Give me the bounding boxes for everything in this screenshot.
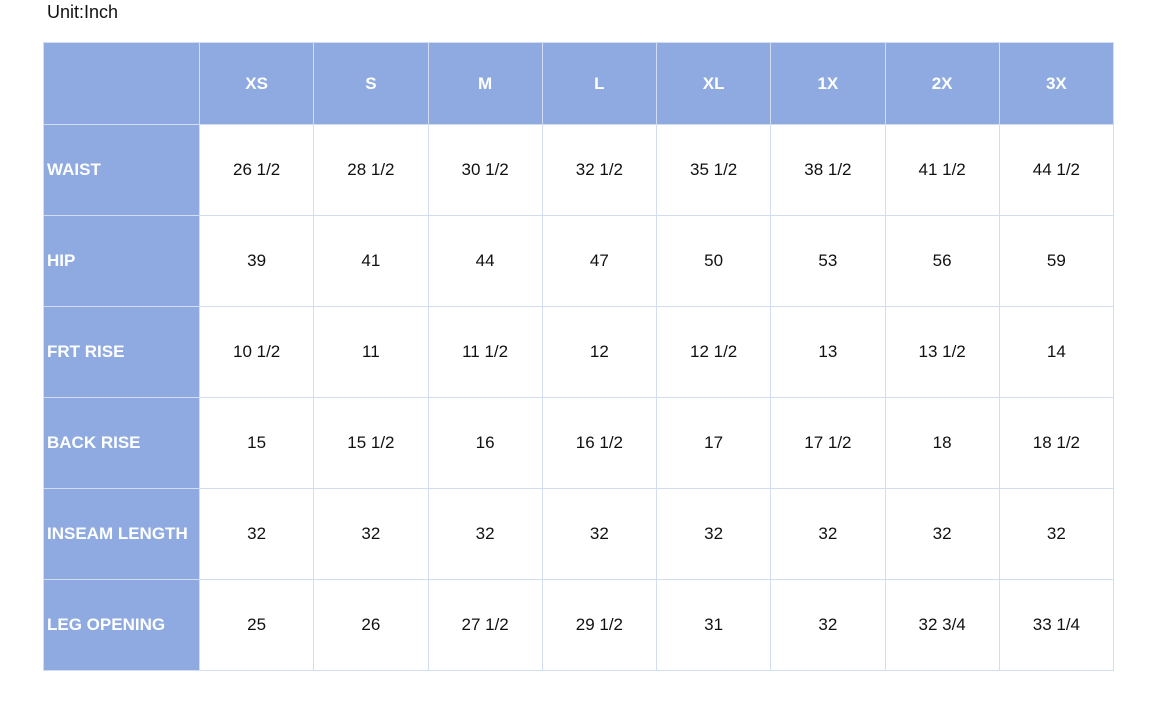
table-cell: 32	[998, 488, 1115, 580]
unit-label: Unit:Inch	[47, 2, 119, 22]
table-row: WAIST 26 1/2 28 1/2 30 1/2 32 1/2 35 1/2 38 1/…	[43, 124, 1115, 216]
table-cell: 39	[198, 215, 315, 307]
table-cell: 13 1/2	[884, 306, 1000, 398]
table-cell: 27 1/2	[427, 579, 543, 671]
table-cell: 17 1/2	[770, 397, 886, 489]
table-cell: 32	[541, 488, 658, 580]
column-header: 1X	[770, 42, 886, 125]
table-cell: 12 1/2	[655, 306, 772, 398]
table-cell: 32	[427, 488, 543, 580]
table-cell: 16	[427, 397, 543, 489]
table-cell: 32 1/2	[541, 124, 658, 216]
table-cell: 18	[884, 397, 1000, 489]
table-cell: 59	[998, 215, 1115, 307]
column-header: L	[541, 42, 658, 125]
table-cell: 25	[198, 579, 315, 671]
table-row: LEG OPENING 25 26 27 1/2 29 1/2 31 32 32 3/4 33 …	[43, 579, 1115, 671]
table-cell: 44 1/2	[998, 124, 1115, 216]
table-cell: 29 1/2	[541, 579, 658, 671]
header-row: XS S M L XL 1X 2X 3X	[43, 42, 1115, 125]
column-header: 3X	[998, 42, 1115, 125]
table-cell: 32	[770, 488, 886, 580]
table-cell: 44	[427, 215, 543, 307]
table-cell: 30 1/2	[427, 124, 543, 216]
table-cell: 53	[770, 215, 886, 307]
column-header: S	[313, 42, 429, 125]
table-cell: 18 1/2	[998, 397, 1115, 489]
column-header: XL	[655, 42, 772, 125]
row-header: WAIST	[43, 124, 200, 216]
table-row: BACK RISE 15 15 1/2 16 16 1/2 17 17 1/2 18 18 1/…	[43, 397, 1115, 489]
table-cell: 35 1/2	[655, 124, 772, 216]
table-cell: 31	[655, 579, 772, 671]
table-cell: 41	[313, 215, 429, 307]
table-head: XS S M L XL 1X 2X 3X	[43, 42, 1115, 125]
table-row: FRT RISE 10 1/2 11 11 1/2 12 12 1/2 13 13 1/2 14	[43, 306, 1115, 398]
table-cell: 15 1/2	[313, 397, 429, 489]
table-cell: 47	[541, 215, 658, 307]
table-cell: 10 1/2	[198, 306, 315, 398]
table-row: INSEAM LENGTH 32 32 32 32 32 32 32 32	[43, 488, 1115, 580]
table-cell: 32	[198, 488, 315, 580]
table-cell: 11 1/2	[427, 306, 543, 398]
table-cell: 41 1/2	[884, 124, 1000, 216]
table-cell: 26	[313, 579, 429, 671]
table-body: WAIST 26 1/2 28 1/2 30 1/2 32 1/2 35 1/2 38 1/…	[43, 124, 1115, 671]
table-cell: 33 1/4	[998, 579, 1115, 671]
table-cell: 14	[998, 306, 1115, 398]
corner-cell	[43, 42, 200, 125]
row-header: INSEAM LENGTH	[43, 488, 200, 580]
column-header: M	[427, 42, 543, 125]
table-cell: 26 1/2	[198, 124, 315, 216]
row-header: BACK RISE	[43, 397, 200, 489]
table-cell: 50	[655, 215, 772, 307]
row-header: HIP	[43, 215, 200, 307]
table-cell: 32 3/4	[884, 579, 1000, 671]
table-cell: 15	[198, 397, 315, 489]
table-cell: 38 1/2	[770, 124, 886, 216]
table-cell: 12	[541, 306, 658, 398]
table-cell: 56	[884, 215, 1000, 307]
table-cell: 32	[770, 579, 886, 671]
table-cell: 32	[884, 488, 1000, 580]
table-row: HIP 39 41 44 47 50 53 56 59	[43, 215, 1115, 307]
row-header: LEG OPENING	[43, 579, 200, 671]
column-header: 2X	[884, 42, 1000, 125]
row-header: FRT RISE	[43, 306, 200, 398]
table-cell: 16 1/2	[541, 397, 658, 489]
table-cell: 11	[313, 306, 429, 398]
table-cell: 28 1/2	[313, 124, 429, 216]
table-cell: 32	[313, 488, 429, 580]
table-cell: 17	[655, 397, 772, 489]
table-cell: 32	[655, 488, 772, 580]
size-table: XS S M L XL 1X 2X 3X WAIST 26 1/2 28 1/2 30 1/2 32 …	[43, 42, 1115, 671]
table-cell: 13	[770, 306, 886, 398]
column-header: XS	[198, 42, 315, 125]
